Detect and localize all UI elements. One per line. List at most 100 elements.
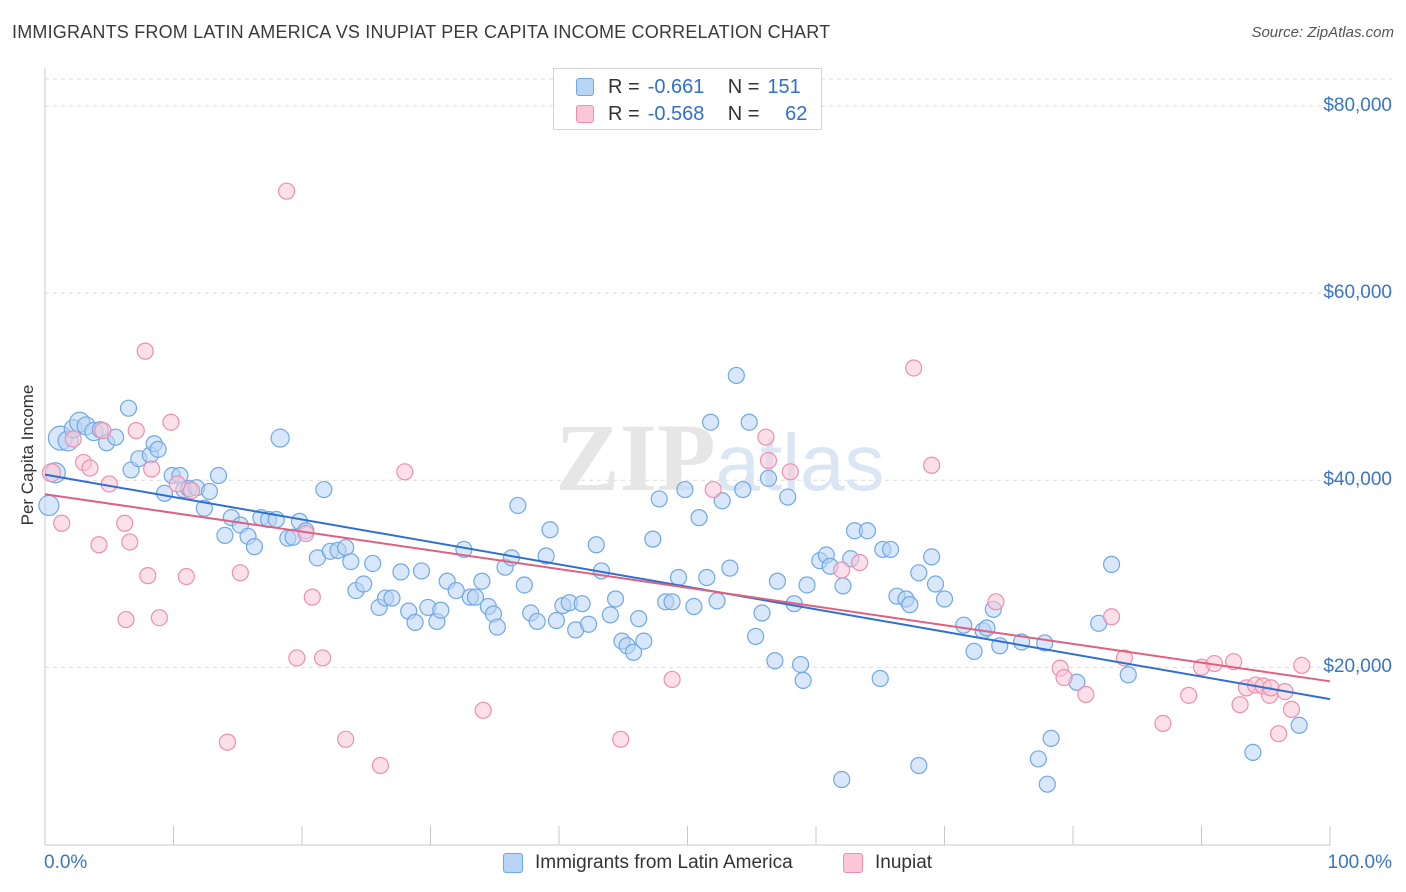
r-value: -0.568	[647, 102, 705, 125]
data-point	[1244, 743, 1262, 761]
data-point	[708, 592, 726, 610]
data-point	[669, 568, 688, 587]
data-point	[182, 481, 201, 500]
data-point	[541, 521, 559, 539]
data-point	[1269, 725, 1288, 743]
n-value: 62	[785, 102, 808, 125]
data-point	[1180, 686, 1198, 704]
data-point	[698, 568, 716, 587]
data-point	[926, 575, 945, 593]
data-point	[965, 642, 983, 660]
series-latin-america-points	[38, 366, 1308, 793]
data-point	[685, 597, 703, 616]
data-point	[218, 733, 237, 751]
data-point	[515, 576, 533, 594]
data-point	[834, 577, 852, 595]
data-point	[245, 538, 264, 556]
data-point	[1102, 555, 1121, 573]
data-point	[1282, 700, 1301, 718]
source-label: Source: ZipAtlas.com	[1251, 24, 1394, 41]
data-point	[528, 612, 546, 631]
data-point	[713, 492, 731, 510]
data-point	[690, 509, 708, 527]
legend-label: Inupiat	[875, 852, 933, 873]
data-point	[371, 756, 389, 775]
data-point	[127, 422, 145, 440]
data-point	[779, 488, 797, 506]
r-label: R =	[608, 102, 640, 125]
data-point	[910, 756, 928, 775]
data-point	[488, 618, 506, 636]
n-value: 151	[767, 75, 801, 98]
trend-lines	[44, 473, 1331, 701]
data-point	[727, 366, 745, 385]
data-point	[94, 422, 112, 440]
data-point	[41, 463, 62, 483]
data-point	[702, 413, 720, 431]
data-point	[579, 615, 598, 633]
data-point	[537, 547, 555, 565]
data-point	[466, 588, 485, 606]
data-point	[721, 559, 739, 577]
axes	[44, 68, 1331, 846]
legend-swatch-blue	[503, 853, 523, 873]
data-point	[766, 652, 784, 670]
data-point	[355, 575, 373, 593]
y-tick-label: $60,000	[1323, 282, 1392, 304]
legend-item-latin-america[interactable]: Immigrants from Latin America	[503, 852, 793, 874]
data-point	[177, 567, 195, 586]
data-point	[412, 562, 431, 580]
data-point	[851, 553, 869, 572]
data-point	[277, 182, 296, 200]
data-point	[768, 572, 787, 590]
data-point	[871, 669, 889, 688]
legend-swatch-pink	[843, 853, 863, 873]
data-point	[231, 564, 249, 582]
data-point	[509, 496, 527, 515]
data-point	[606, 590, 625, 608]
data-point	[759, 469, 778, 487]
data-point	[901, 596, 919, 614]
data-point	[624, 643, 643, 661]
data-point	[905, 359, 923, 377]
data-point	[910, 564, 928, 582]
data-point	[117, 610, 135, 629]
data-point	[116, 514, 134, 532]
data-point	[676, 480, 694, 499]
legend-swatch-pink	[576, 105, 594, 123]
data-point	[396, 463, 414, 481]
data-point	[601, 606, 620, 624]
r-value: -0.661	[647, 75, 705, 98]
trend-line-inupiat	[44, 493, 1331, 683]
data-point	[150, 609, 168, 627]
data-point	[200, 482, 219, 501]
data-point	[663, 593, 681, 611]
legend-row-inupiat: R = -0.568 N = 62	[576, 102, 807, 126]
data-point	[1225, 653, 1243, 671]
data-point	[573, 595, 591, 613]
legend-label: Immigrants from Latin America	[535, 852, 793, 873]
data-point	[406, 613, 424, 631]
data-point	[704, 480, 722, 499]
data-point	[644, 530, 662, 548]
data-point	[383, 589, 401, 607]
data-point	[149, 440, 167, 458]
data-point	[1077, 685, 1095, 704]
y-tick-label: $20,000	[1323, 656, 1392, 678]
legend-item-inupiat[interactable]: Inupiat	[843, 852, 932, 874]
data-point	[740, 413, 758, 431]
data-point	[734, 480, 752, 499]
data-point	[833, 561, 851, 579]
data-point	[315, 480, 333, 499]
series-inupiat-points	[41, 182, 1311, 775]
r-label: R =	[608, 75, 640, 98]
y-tick-label: $80,000	[1323, 95, 1392, 117]
data-point	[136, 342, 154, 360]
data-point	[791, 655, 810, 674]
data-point	[781, 463, 799, 481]
data-point	[635, 632, 653, 650]
chart-title: IMMIGRANTS FROM LATIN AMERICA VS INUPIAT…	[12, 22, 831, 42]
data-point	[630, 610, 648, 628]
data-point	[337, 730, 355, 748]
